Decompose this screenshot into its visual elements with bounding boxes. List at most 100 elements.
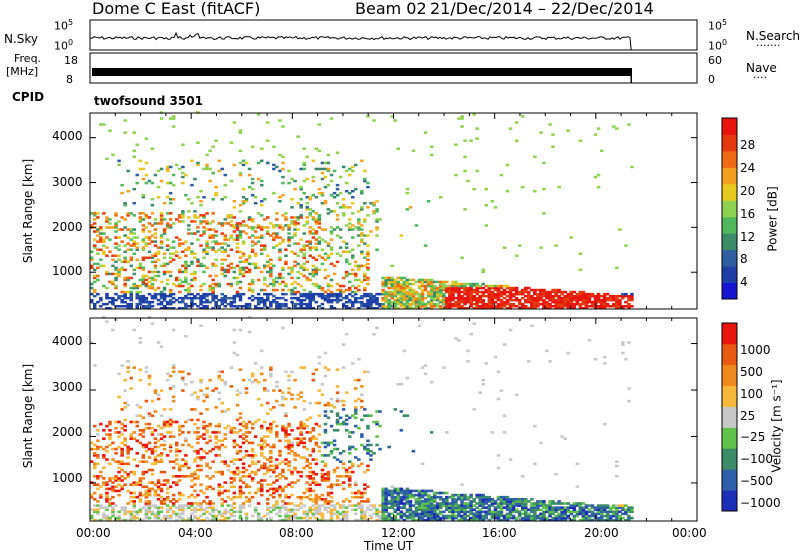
power-cell [220,246,224,249]
power-cell [548,302,552,306]
velocity-cell [229,512,234,516]
power-cell [357,226,361,229]
velocity-cell [281,506,285,509]
power-cell [269,262,273,266]
power-cell [250,278,255,282]
power-cell [584,307,589,310]
power-cell [484,284,488,288]
velocity-cell [514,510,519,514]
power-cell [108,226,112,229]
velocity-cell [141,493,146,497]
velocity-cell [156,439,161,443]
power-cell [393,290,397,294]
power-cell [260,300,264,304]
velocity-cell [454,510,458,514]
velocity-cell [408,493,413,497]
power-cell [514,288,519,292]
power-cell [326,298,331,302]
power-cell [102,240,106,243]
velocity-cell [102,516,106,520]
velocity-cell [168,422,173,426]
power-cell [451,294,455,298]
power-cell [181,165,185,169]
velocity-cell [171,512,176,516]
power-cell [147,280,152,284]
velocity-cell [332,504,337,507]
velocity-cell [320,475,325,478]
velocity-cell [199,447,203,451]
velocity-cell [205,387,209,390]
power-cell [314,268,319,272]
power-cell [475,296,479,300]
power-cell [481,292,485,296]
velocity-cell [232,462,237,466]
power-cell [442,286,446,290]
velocity-cell [293,512,297,516]
velocity-cell [229,429,234,432]
velocity-cell [457,518,461,522]
velocity-cell [275,466,279,470]
power-cell [302,266,306,270]
velocity-cell [542,504,546,507]
power-cell [408,305,413,308]
velocity-cell [287,391,291,394]
power-cell [493,288,498,292]
power-cell [320,238,325,241]
power-cell [232,296,237,300]
velocity-cell [393,510,397,514]
power-cell [457,284,461,288]
velocity-cell [584,504,589,507]
velocity-cell [332,468,337,472]
power-cell [326,212,331,215]
power-cell [527,307,531,310]
power-cell [184,240,188,243]
velocity-cell [508,516,513,520]
power-cell [96,300,100,304]
power-cell [433,292,437,296]
power-cell [348,191,352,195]
power-cell [256,300,261,304]
velocity-cell [205,408,209,411]
power-cell [566,129,570,132]
power-cell [278,236,282,239]
velocity-cell [147,456,152,459]
velocity-cell [502,495,507,499]
velocity-cell [184,335,188,338]
power-cell [366,266,370,270]
power-cell [311,296,316,300]
power-cell [123,258,127,261]
velocity-cell [308,437,312,440]
power-cell [159,212,164,215]
power-cell [387,290,391,294]
velocity-cell [405,516,410,520]
power-cell [478,290,482,294]
power-cell [175,236,179,239]
velocity-cell [241,441,246,445]
power-cell [123,296,127,300]
velocity-cell [193,477,197,480]
power-cell [117,272,121,276]
power-cell [247,218,252,221]
power-cell [384,298,388,302]
power-cell [448,305,452,308]
power-cell [487,298,492,302]
velocity-cell [469,512,473,516]
power-cell [602,296,607,300]
velocity-cell [284,462,288,466]
velocity-cell [402,495,407,499]
power-cell [208,167,212,171]
power-cell [190,296,194,300]
velocity-cell [420,516,425,520]
power-cell [278,169,282,173]
power-cell [238,298,243,302]
velocity-cell [357,491,361,495]
velocity-cell [433,504,437,507]
power-cell [302,274,306,278]
velocity-cell [478,514,482,518]
velocity-cell [499,518,504,522]
power-cell [214,300,218,304]
power-cell [293,216,297,219]
power-cell [290,296,294,300]
velocity-cell [111,458,115,461]
velocity-cell [247,330,252,334]
